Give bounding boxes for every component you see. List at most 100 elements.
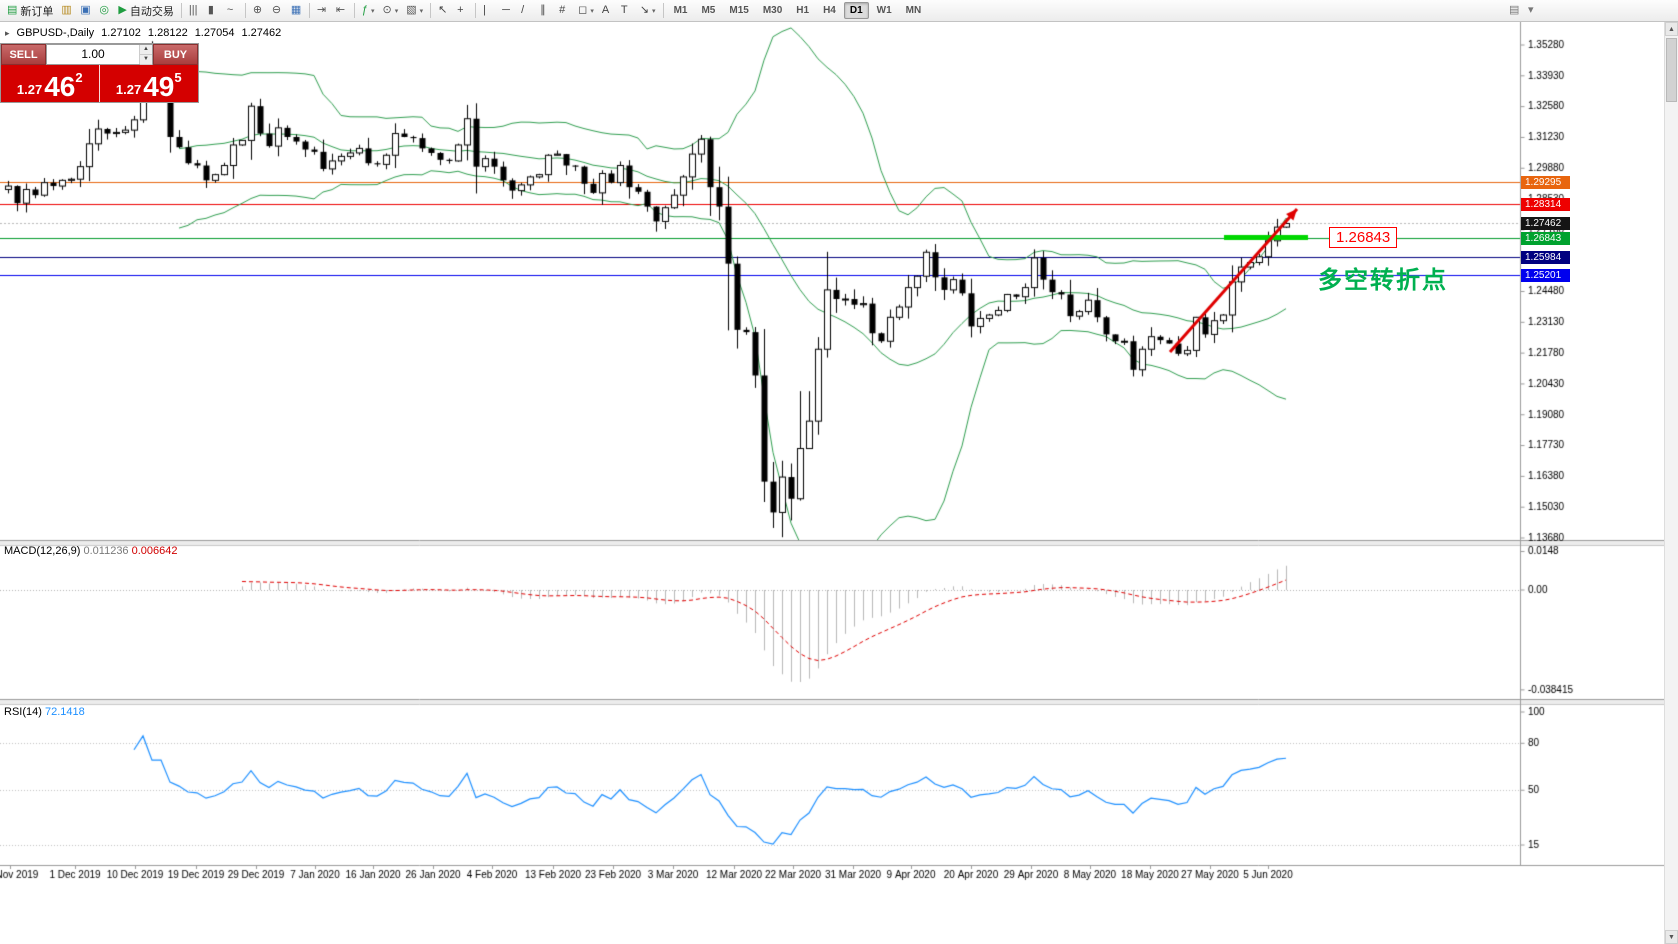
- timeframe-h1-button[interactable]: H1: [796, 5, 810, 16]
- text-label-button-icon: T: [620, 4, 628, 16]
- charts-button[interactable]: ▥: [57, 1, 76, 20]
- spinner-up-icon[interactable]: ▲: [140, 45, 152, 55]
- candlestick-chart-button-icon: ▮: [207, 4, 214, 16]
- timeframe-toolbar: M1 M5 M15 M30 H1 H4 D1 W1 MN: [667, 2, 929, 19]
- macd-signal-value: 0.006642: [131, 545, 178, 557]
- arrow-down-icon: ▼: [1668, 933, 1675, 941]
- line-chart-button[interactable]: ~: [223, 1, 242, 20]
- tile-windows-button[interactable]: ▦: [287, 1, 306, 20]
- auto-scroll-button-icon: ⇥: [316, 4, 327, 16]
- caret-down-icon: ▾: [419, 7, 424, 15]
- volume-field[interactable]: 1.00 ▲ ▼: [46, 44, 153, 65]
- timeframe-m30-button[interactable]: M30: [762, 5, 783, 16]
- scroll-down-button[interactable]: ▼: [1665, 930, 1678, 944]
- price-badge-1.25984: 1.25984: [1521, 251, 1570, 265]
- crosshair-button[interactable]: +: [453, 1, 472, 20]
- timeframe-m15-button[interactable]: M15: [729, 5, 749, 16]
- channel-button[interactable]: ∥: [536, 1, 555, 20]
- sell-price-big: 46: [44, 70, 76, 102]
- caret-down-icon: ▾: [590, 7, 594, 15]
- cursor-button[interactable]: ↖: [434, 1, 453, 20]
- timeframe-mn-button[interactable]: MN: [905, 5, 922, 16]
- text-button-icon: A: [601, 4, 610, 16]
- new-order-button-label: 新订单: [20, 5, 54, 18]
- caret-down-icon: ▾: [371, 7, 375, 15]
- volume-value[interactable]: 1.00: [81, 47, 105, 61]
- trendline-button-icon: /: [521, 4, 525, 16]
- text-label-button[interactable]: T: [617, 1, 636, 20]
- arrows-button[interactable]: ↘ ▾: [636, 1, 660, 20]
- sell-price-panel[interactable]: 1.27 46 2: [1, 65, 100, 102]
- charts-button-icon: ▥: [61, 4, 72, 16]
- macd-name: MACD(12,26,9): [4, 545, 81, 557]
- timeframe-m5-button[interactable]: M5: [701, 5, 716, 16]
- price-badge-1.27462: 1.27462: [1521, 217, 1570, 231]
- windows-button[interactable]: ▤: [1505, 1, 1524, 20]
- symbol-period: GBPUSD-,Daily: [16, 27, 95, 39]
- spinner-down-icon[interactable]: ▼: [140, 55, 152, 65]
- templates-button-icon: ▧: [406, 4, 417, 16]
- indicators-button[interactable]: ƒ ▾: [358, 1, 379, 20]
- toolbar-more-button[interactable]: ▾: [1524, 1, 1543, 20]
- volume-spinner[interactable]: ▲ ▼: [139, 45, 152, 65]
- sell-button[interactable]: SELL: [1, 44, 46, 65]
- vertical-scrollbar[interactable]: ▲ ▼: [1664, 22, 1678, 944]
- turning-point-annotation[interactable]: 多空转折点: [1318, 267, 1448, 294]
- alerts-button-icon: ◎: [99, 4, 110, 16]
- price-badge-1.25201: 1.25201: [1521, 269, 1570, 283]
- autotrading-button-icon: ▶: [118, 4, 127, 16]
- new-order-button[interactable]: ▤ 新订单: [3, 1, 57, 20]
- timeframe-h4-button[interactable]: H4: [823, 5, 836, 16]
- autotrading-button[interactable]: ▶ 自动交易: [114, 1, 177, 20]
- zoom-out-button[interactable]: ⊖: [268, 1, 287, 20]
- templates-button[interactable]: ▧ ▾: [402, 1, 427, 20]
- fibonacci-button[interactable]: #: [555, 1, 574, 20]
- alerts-button[interactable]: ◎: [95, 1, 114, 20]
- profiles-button-icon: ▣: [80, 4, 91, 16]
- buy-price-panel[interactable]: 1.27 49 5: [99, 65, 198, 102]
- timeframe-d1-button[interactable]: D1: [843, 2, 869, 19]
- buy-button[interactable]: BUY: [153, 44, 198, 65]
- one-click-trading-panel: SELL 1.00 ▲ ▼ BUY 1.27 46 2 1.27 49 5: [0, 43, 199, 103]
- toolbar-separator: [353, 3, 355, 18]
- horizontal-line-button[interactable]: ─: [498, 1, 517, 20]
- zoom-in-button[interactable]: ⊕: [249, 1, 268, 20]
- periods-button-icon: ⊙: [382, 4, 392, 16]
- buy-price-small: 1.27: [115, 82, 142, 97]
- horizontal-line-button-icon: ─: [502, 4, 510, 16]
- shapes-button[interactable]: ◻ ▾: [574, 1, 598, 20]
- buy-price-sup: 5: [174, 70, 182, 85]
- chart-shift-button-icon: ⇤: [335, 4, 346, 16]
- vertical-line-button[interactable]: |: [479, 1, 498, 20]
- one-click-toggle-icon[interactable]: ▸: [5, 27, 10, 38]
- timeframe-w1-button[interactable]: W1: [876, 5, 892, 16]
- arrow-up-icon: ▲: [1668, 25, 1675, 33]
- text-button[interactable]: A: [598, 1, 617, 20]
- price-chart-canvas[interactable]: [0, 22, 1678, 944]
- trendline-button[interactable]: /: [517, 1, 536, 20]
- arrows-button-icon: ↘: [639, 4, 650, 16]
- sell-price-small: 1.27: [16, 82, 43, 97]
- bar-chart-button-icon: |||: [188, 4, 198, 16]
- chart-symbol-label: ▸ GBPUSD-,Daily 1.27102 1.28122 1.27054 …: [5, 27, 281, 39]
- rsi-indicator-label: RSI(14) 72.1418: [4, 706, 85, 718]
- fibonacci-button-icon: #: [559, 4, 566, 16]
- candlestick-chart-button[interactable]: ▮: [204, 1, 223, 20]
- scrollbar-thumb[interactable]: [1666, 38, 1677, 102]
- scroll-up-button[interactable]: ▲: [1665, 22, 1678, 36]
- timeframe-m1-button[interactable]: M1: [673, 5, 688, 16]
- toolbar-separator: [308, 3, 310, 18]
- autotrading-button-label: 自动交易: [129, 5, 174, 18]
- ohlc-close: 1.27462: [241, 27, 282, 39]
- line-chart-button-icon: ~: [226, 4, 234, 16]
- periods-button[interactable]: ⊙ ▾: [379, 1, 403, 20]
- ohlc-high: 1.28122: [147, 27, 188, 39]
- new-order-button-icon: ▤: [7, 4, 18, 16]
- caret-down-icon: ▾: [394, 7, 399, 15]
- chart-shift-button[interactable]: ⇤: [332, 1, 351, 20]
- profiles-button[interactable]: ▣: [76, 1, 95, 20]
- bar-chart-button[interactable]: |||: [185, 1, 204, 20]
- auto-scroll-button[interactable]: ⇥: [313, 1, 332, 20]
- price-level-annotation[interactable]: 1.26843: [1329, 227, 1398, 248]
